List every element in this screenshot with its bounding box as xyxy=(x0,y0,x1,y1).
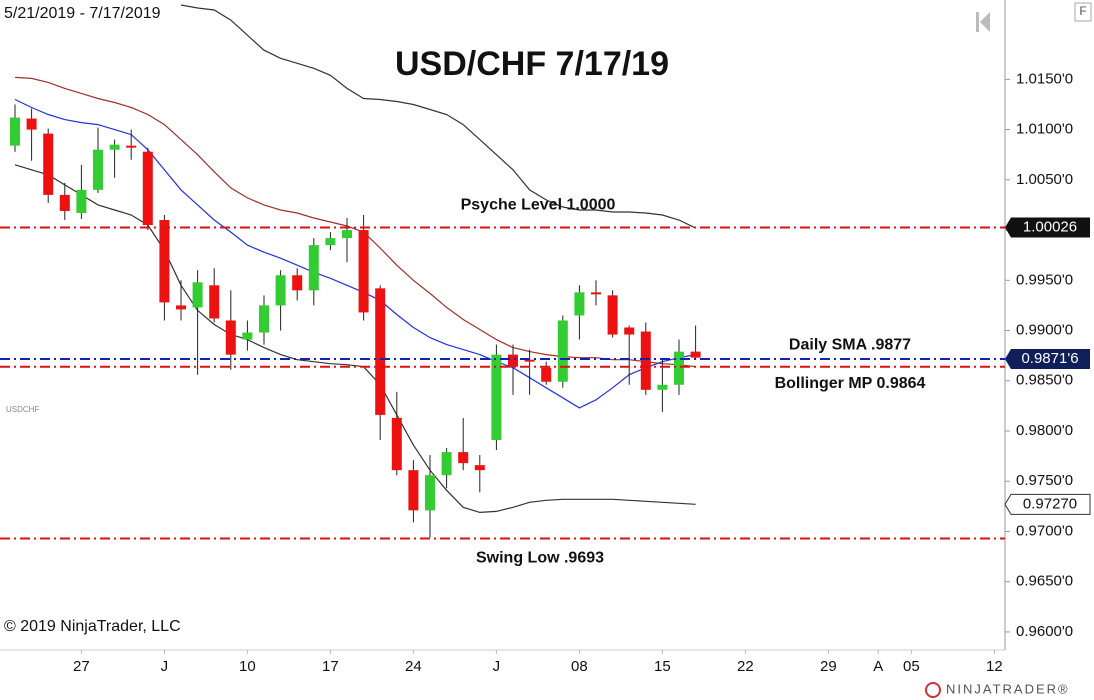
indicator-line xyxy=(14,164,696,514)
candle-body xyxy=(142,151,153,226)
price-marker xyxy=(1004,493,1091,515)
candle-body xyxy=(325,238,336,246)
price-marker xyxy=(1005,217,1090,238)
corner-button-label: F xyxy=(1079,4,1086,18)
x-tick-label: 17 xyxy=(322,658,339,675)
chart-title: USD/CHF 7/17/19 xyxy=(395,45,669,83)
date-range: 5/21/2019 - 7/17/2019 xyxy=(4,5,161,22)
candle-body xyxy=(109,144,120,150)
x-tick-label: 27 xyxy=(73,658,90,675)
y-tick-label: 0.9700'0 xyxy=(1016,522,1073,539)
candle-body xyxy=(275,275,286,306)
price-marker-label: 1.00026 xyxy=(1023,218,1077,235)
back-icon-bar xyxy=(976,12,979,32)
level-annotation: Bollinger MP 0.9864 xyxy=(775,375,926,392)
copyright: © 2019 NinjaTrader, LLC xyxy=(4,618,181,635)
x-tick-label: 12 xyxy=(986,658,1003,675)
candle-body xyxy=(176,305,186,310)
level-annotation: Psyche Level 1.0000 xyxy=(461,197,616,214)
candle-body xyxy=(624,327,635,335)
x-tick-label: 29 xyxy=(820,658,837,675)
candle-body xyxy=(76,189,87,213)
candle-body xyxy=(541,367,552,382)
candle-body xyxy=(524,359,535,362)
brand: NINJATRADER® xyxy=(946,681,1070,696)
candle-body xyxy=(26,118,37,130)
candle-body xyxy=(209,285,220,319)
candle-body xyxy=(425,475,435,511)
x-tick-label: 24 xyxy=(405,658,422,675)
indicator-line xyxy=(14,76,696,368)
candle-body xyxy=(474,465,485,471)
y-tick-label: 1.0100'0 xyxy=(1016,121,1073,138)
candle-body xyxy=(657,384,668,390)
candle-body xyxy=(607,295,618,335)
candle-body xyxy=(375,288,386,415)
x-tick-label: 22 xyxy=(737,658,754,675)
candle-body xyxy=(441,452,452,476)
candle-body xyxy=(674,351,684,385)
candle-body xyxy=(557,320,568,382)
level-annotation: Daily SMA .9877 xyxy=(789,336,911,353)
x-tick-label: 10 xyxy=(239,658,256,675)
price-marker-label: 0.97270 xyxy=(1023,495,1077,512)
candle-body xyxy=(458,452,469,464)
candle-body xyxy=(591,292,601,295)
y-tick-label: 1.0050'0 xyxy=(1016,171,1073,188)
y-tick-label: 0.9800'0 xyxy=(1016,422,1073,439)
level-annotation: Swing Low .9693 xyxy=(476,550,604,567)
x-tick-label: 15 xyxy=(654,658,671,675)
candle-body xyxy=(43,133,54,195)
x-tick-label: 08 xyxy=(571,658,588,675)
candle-body xyxy=(358,230,369,313)
candle-body xyxy=(242,332,253,340)
y-tick-label: 0.9750'0 xyxy=(1016,472,1073,489)
candle-body xyxy=(308,245,319,291)
candle-body xyxy=(259,305,269,333)
y-tick-label: 0.9650'0 xyxy=(1016,573,1073,590)
x-tick-label: J xyxy=(493,658,501,675)
y-tick-label: 0.9950'0 xyxy=(1016,271,1073,288)
x-tick-label: J xyxy=(161,658,169,675)
x-tick-label: A xyxy=(873,658,883,675)
candle-body xyxy=(491,354,502,441)
candle-body xyxy=(292,275,303,291)
candle-body xyxy=(574,292,585,316)
y-tick-label: 0.9900'0 xyxy=(1016,321,1073,338)
indicator-line xyxy=(180,4,696,229)
x-tick-label: 05 xyxy=(903,658,920,675)
brand-logo xyxy=(925,682,941,698)
back-icon[interactable] xyxy=(976,12,990,32)
candle-body xyxy=(508,354,518,367)
back-icon-arrow xyxy=(980,12,990,32)
candle-body xyxy=(93,149,103,190)
corner-button[interactable] xyxy=(1074,2,1092,22)
candle-body xyxy=(640,331,651,390)
candle-body xyxy=(690,351,701,358)
indicator-line xyxy=(14,98,696,409)
price-marker xyxy=(1005,349,1090,370)
symbol-label: USDCHF xyxy=(6,405,39,414)
candle-body xyxy=(10,117,20,146)
candle-body xyxy=(159,220,170,303)
candle-body xyxy=(408,470,419,511)
candle-body xyxy=(391,417,402,471)
y-tick-label: 1.0150'0 xyxy=(1016,70,1073,87)
candle-body xyxy=(126,145,137,148)
candle-body xyxy=(342,230,352,239)
candle-body xyxy=(192,282,203,308)
candle-body xyxy=(225,320,236,355)
price-marker-label: 0.9871'6 xyxy=(1021,350,1078,367)
y-tick-label: 0.9600'0 xyxy=(1016,623,1073,640)
candles xyxy=(10,104,701,538)
candle-body xyxy=(59,194,70,211)
y-tick-label: 0.9850'0 xyxy=(1016,372,1073,389)
